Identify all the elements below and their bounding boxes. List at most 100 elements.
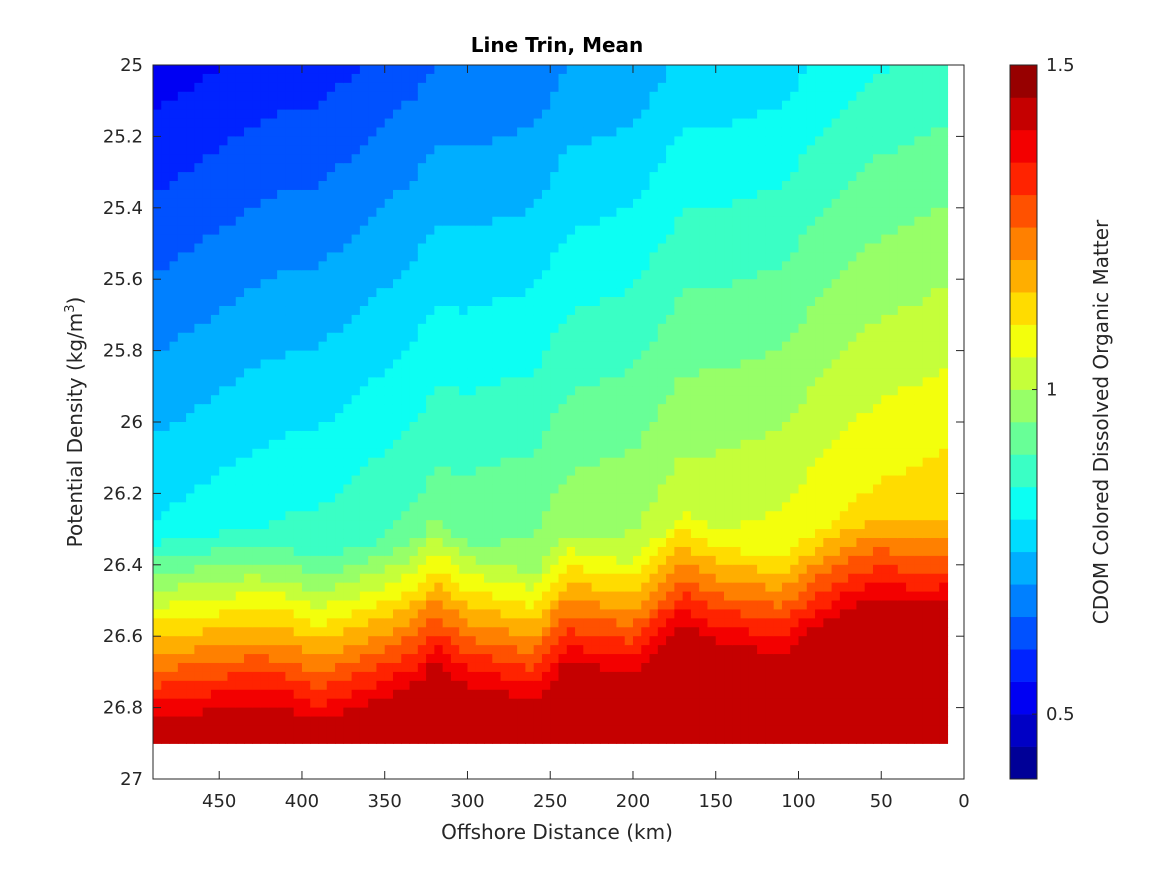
contour-cell: [277, 207, 287, 218]
contour-cell: [641, 609, 651, 619]
contour-cell: [566, 466, 576, 477]
contour-cell: [641, 314, 651, 325]
contour-cell: [268, 136, 278, 146]
contour-cell: [293, 65, 303, 75]
contour-cell: [401, 502, 411, 512]
contour-cell: [186, 448, 195, 459]
contour-cell: [608, 734, 618, 744]
contour-cell: [409, 573, 419, 584]
contour-cell: [525, 127, 535, 137]
contour-cell: [541, 172, 551, 182]
contour-cell: [517, 172, 526, 182]
contour-cell: [401, 261, 411, 271]
contour-cell: [153, 645, 162, 655]
contour-cell: [517, 350, 526, 361]
contour-cell: [500, 91, 510, 102]
contour-cell: [657, 475, 667, 486]
contour-cell: [244, 341, 253, 352]
contour-cell: [268, 707, 278, 718]
contour-cell: [343, 234, 353, 245]
contour-cell: [161, 243, 171, 254]
contour-cell: [649, 645, 659, 655]
contour-cell: [467, 252, 477, 262]
contour-cell: [599, 546, 609, 557]
contour-cell: [252, 377, 262, 387]
contour-cell: [318, 502, 328, 512]
contour-cell: [177, 511, 187, 521]
contour-cell: [608, 600, 618, 611]
contour-cell: [492, 627, 502, 637]
contour-cell: [318, 698, 328, 709]
contour-cell: [401, 109, 411, 120]
contour-cell: [409, 377, 419, 387]
contour-cell: [426, 511, 435, 521]
contour-cell: [575, 582, 584, 593]
contour-cell: [368, 359, 378, 370]
contour-cell: [500, 600, 510, 611]
contour-cell: [434, 323, 444, 334]
contour-cell: [343, 136, 353, 146]
contour-cell: [227, 234, 237, 245]
contour-cell: [517, 109, 526, 120]
contour-cell: [649, 448, 659, 459]
contour-cell: [326, 654, 336, 664]
contour-cell: [368, 689, 378, 700]
contour-cell: [359, 466, 369, 477]
contour-cell: [575, 332, 584, 343]
contour-cell: [508, 493, 518, 503]
contour-cell: [434, 216, 444, 227]
contour-cell: [641, 323, 651, 334]
contour-cell: [632, 466, 642, 477]
contour-cell: [219, 707, 229, 718]
contour-cell: [641, 555, 651, 566]
contour-cell: [202, 279, 212, 289]
contour-cell: [310, 564, 320, 575]
contour-cell: [260, 163, 270, 173]
contour-cell: [525, 332, 535, 343]
contour-cell: [169, 118, 179, 129]
contour-cell: [368, 136, 378, 146]
contour-cell: [268, 216, 278, 227]
contour-cell: [566, 73, 576, 84]
contour-cell: [442, 573, 452, 584]
contour-cell: [293, 82, 303, 93]
contour-cell: [558, 305, 568, 316]
contour-cell: [475, 252, 485, 262]
contour-cell: [169, 395, 179, 405]
contour-cell: [558, 582, 568, 593]
contour-cell: [442, 689, 452, 700]
contour-cell: [285, 73, 295, 84]
contour-cell: [682, 109, 692, 120]
contour-cell: [186, 529, 195, 539]
contour-cell: [591, 511, 601, 521]
contour-cell: [169, 109, 179, 120]
contour-cell: [517, 216, 526, 227]
contour-cell: [657, 136, 667, 146]
contour-cell: [599, 564, 609, 575]
contour-cell: [326, 439, 336, 450]
contour-cell: [293, 350, 303, 361]
contour-cell: [575, 636, 584, 646]
contour-cell: [376, 172, 386, 182]
contour-cell: [210, 386, 220, 396]
contour-cell: [591, 65, 601, 75]
contour-cell: [475, 484, 485, 494]
contour-cell: [252, 172, 262, 182]
contour-cell: [417, 457, 427, 468]
contour-cell: [591, 288, 601, 298]
contour-cell: [376, 493, 386, 503]
contour-cell: [442, 404, 452, 414]
contour-cell: [608, 216, 618, 227]
contour-cell: [392, 591, 402, 602]
contour-cell: [525, 422, 535, 432]
contour-cell: [177, 359, 187, 370]
contour-cell: [632, 439, 642, 450]
contour-cell: [583, 288, 593, 298]
contour-cell: [550, 546, 560, 557]
contour-cell: [293, 680, 303, 691]
contour-cell: [616, 386, 626, 396]
contour-cell: [202, 163, 212, 173]
contour-cell: [161, 252, 171, 262]
contour-cell: [434, 689, 444, 700]
contour-cell: [459, 118, 469, 129]
